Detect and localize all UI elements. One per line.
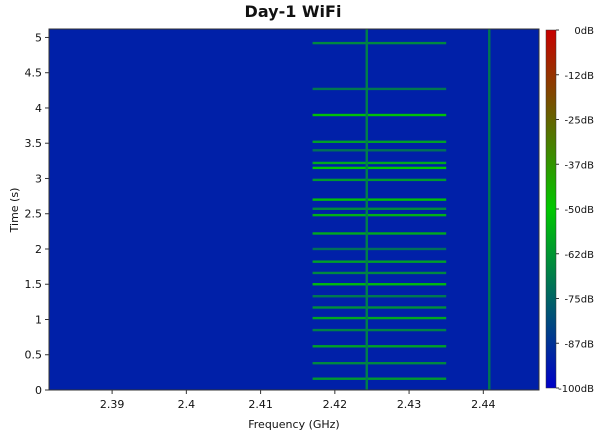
chart-title: Day-1 WiFi (245, 2, 342, 21)
colorbar-tick-label: -75dB (564, 295, 594, 306)
y-axis-ticks: 0 0.5 1 1.5 2 2.5 3 3.5 4 4.5 5 (25, 31, 49, 397)
burst-line (312, 377, 447, 380)
y-tick-label: 0 (35, 384, 42, 397)
burst-line (312, 213, 447, 217)
colorbar-tick-label: -87dB (564, 339, 594, 350)
y-tick-label: 1.5 (25, 278, 43, 291)
colorbar (545, 29, 557, 389)
y-tick-label: 0.5 (25, 349, 43, 362)
burst-line (312, 295, 447, 298)
burst-line (312, 161, 447, 165)
y-axis-label: Time (s) (8, 188, 21, 234)
plot-background (49, 29, 539, 390)
burst-line (312, 87, 447, 91)
plot-frame (48, 28, 540, 391)
burst-line (312, 140, 447, 144)
colorbar-tick-label: -50dB (564, 205, 594, 216)
y-tick-label: 2.5 (25, 208, 43, 221)
constant-signal-line (488, 29, 491, 390)
colorbar-tick-label: -62dB (564, 250, 594, 261)
burst-line (312, 345, 447, 348)
burst-line (312, 362, 447, 365)
burst-line (312, 113, 447, 117)
burst-line (312, 306, 447, 309)
y-tick-label: 3.5 (25, 137, 43, 150)
x-tick-label: 2.41 (248, 398, 273, 411)
burst-line (312, 207, 447, 210)
burst-line (312, 149, 447, 152)
x-axis-label: Frequency (GHz) (248, 418, 339, 431)
burst-line (312, 166, 447, 170)
colorbar-tick-label: -12dB (564, 71, 594, 82)
constant-signal-line (365, 29, 368, 390)
colorbar-tick-label: 0dB (574, 26, 594, 37)
burst-line (312, 316, 447, 320)
x-tick-label: 2.44 (471, 398, 496, 411)
burst-line (312, 198, 447, 201)
burst-line (312, 271, 447, 275)
x-tick-label: 2.4 (178, 398, 196, 411)
y-tick-label: 1 (35, 313, 42, 326)
burst-line (312, 260, 447, 263)
burst-line (312, 328, 447, 332)
y-tick-label: 3 (35, 172, 42, 185)
x-tick-label: 2.42 (323, 398, 348, 411)
burst-line (312, 232, 447, 235)
y-tick-label: 4.5 (25, 67, 43, 80)
y-tick-label: 5 (35, 31, 42, 44)
x-axis-ticks: 2.39 2.4 2.41 2.42 2.43 2.44 (100, 390, 496, 411)
burst-line (312, 178, 447, 182)
burst-line (312, 247, 447, 251)
burst-line (312, 41, 447, 45)
y-tick-label: 2 (35, 243, 42, 256)
colorbar-labels: 0dB -12dB -25dB -37dB -50dB -62dB -75dB -87dB -1… (556, 26, 594, 395)
x-tick-label: 2.39 (100, 398, 125, 411)
y-tick-label: 4 (35, 102, 42, 115)
spectrogram-marks (312, 29, 491, 390)
colorbar-tick-label: -25dB (564, 116, 594, 127)
burst-line (312, 283, 447, 286)
x-tick-label: 2.43 (397, 398, 422, 411)
colorbar-tick-label: -100dB (558, 384, 594, 395)
colorbar-tick-label: -37dB (564, 160, 594, 171)
